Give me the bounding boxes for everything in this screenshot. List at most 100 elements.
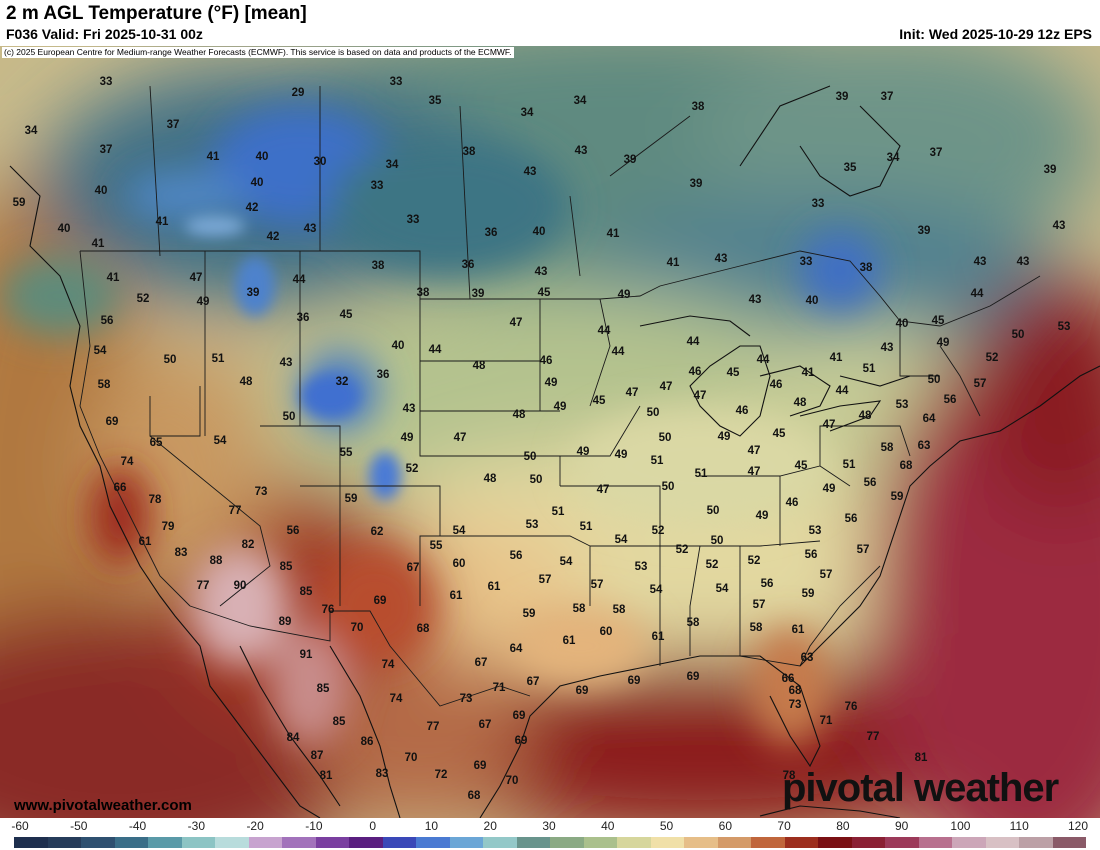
temperature-label: 49 [577,446,590,458]
colorbar-segment [818,837,852,848]
temperature-label: 52 [748,555,761,567]
temperature-label: 69 [513,710,526,722]
temperature-label: 46 [689,366,702,378]
temperature-label: 68 [789,685,802,697]
temperature-label: 69 [515,735,528,747]
temperature-label: 46 [736,405,749,417]
temperature-label: 58 [98,379,111,391]
temperature-label: 39 [1044,164,1057,176]
colorbar-segment [248,837,282,848]
legend-tick-label: 20 [483,819,497,833]
colorbar-segment [81,837,115,848]
temperature-label: 50 [1012,329,1025,341]
temperature-label: 56 [510,550,523,562]
temperature-label: 47 [660,381,673,393]
temperature-label: 44 [612,346,625,358]
temperature-label: 52 [676,544,689,556]
colorbar-segment [550,837,584,848]
temperature-label: 58 [573,603,586,615]
temperature-label: 81 [320,770,333,782]
temperature-label: 34 [386,159,399,171]
temperature-label: 47 [454,432,467,444]
temperature-label: 54 [453,525,466,537]
temperature-label: 51 [580,521,593,533]
temperature-label: 38 [372,260,385,272]
temperature-label: 49 [937,337,950,349]
temperature-label: 65 [150,437,163,449]
temperature-label: 57 [539,574,552,586]
temperature-label: 48 [473,360,486,372]
colorbar-segment [918,837,952,848]
temperature-label: 77 [867,731,880,743]
legend-tick-label: 10 [424,819,439,833]
temperature-label: 47 [748,445,761,457]
temperature-label: 51 [651,455,664,467]
temperature-label: 43 [575,145,588,157]
temperature-label: 73 [255,486,268,498]
legend-tick-label: -50 [70,819,88,833]
temperature-label: 64 [510,643,523,655]
temperature-label: 51 [212,353,225,365]
temperature-label: 90 [234,580,247,592]
temperature-label: 53 [809,525,822,537]
temperature-label: 43 [1053,220,1066,232]
temperature-label: 54 [615,534,628,546]
temperature-label: 47 [597,484,610,496]
temperature-label: 33 [800,256,813,268]
temperature-label: 77 [229,505,242,517]
temperature-label: 54 [214,435,227,447]
temperature-label: 50 [530,474,543,486]
colorbar-segment [382,837,416,848]
temperature-label: 88 [210,555,223,567]
temperature-label: 39 [918,225,931,237]
temperature-label: 67 [475,657,488,669]
colorbar-segment [885,837,919,848]
temperature-label: 41 [92,238,105,250]
legend-tick-label: -10 [305,819,323,833]
temperature-label: 61 [450,590,463,602]
temperature-label: 81 [915,752,928,764]
temperature-label: 53 [896,399,909,411]
temperature-label: 47 [190,272,203,284]
temperature-label: 53 [1058,321,1071,333]
temperature-label: 45 [538,287,551,299]
temperature-label: 33 [812,198,825,210]
temperature-label: 43 [535,266,548,278]
legend-tick-label: -20 [246,819,264,833]
temperature-label: 73 [789,699,802,711]
temperature-label: 38 [860,262,873,274]
temperature-label: 47 [510,317,523,329]
temperature-label: 56 [805,549,818,561]
temperature-label: 69 [628,675,641,687]
temperature-label: 33 [407,214,420,226]
temperature-label: 69 [474,760,487,772]
temperature-label: 56 [761,578,774,590]
temperature-label: 57 [753,599,766,611]
temperature-label: 35 [844,162,857,174]
temperature-label: 58 [750,622,763,634]
colorbar-segment [114,837,148,848]
temperature-label: 63 [801,652,814,664]
temperature-label: 43 [715,253,728,265]
temperature-label: 44 [836,385,849,397]
temperature-label: 59 [523,608,536,620]
temperature-label: 83 [376,768,389,780]
temperature-label: 57 [857,544,870,556]
temperature-label: 50 [659,432,672,444]
legend-tick-label: 60 [718,819,733,833]
temperature-label: 59 [13,197,26,209]
temperature-label: 85 [300,586,313,598]
temperature-label: 50 [524,451,537,463]
temperature-label: 38 [692,101,705,113]
legend-tick-label: -40 [128,819,147,833]
temperature-label: 44 [971,288,984,300]
temperature-label: 41 [607,228,620,240]
temperature-label: 50 [707,505,720,517]
temperature-label: 55 [340,447,353,459]
temperature-label: 40 [896,318,909,330]
temperature-label: 87 [311,750,324,762]
temperature-label: 52 [406,463,419,475]
temperature-label: 34 [887,152,900,164]
temperature-label: 37 [167,119,180,131]
temperature-label: 68 [468,790,481,802]
